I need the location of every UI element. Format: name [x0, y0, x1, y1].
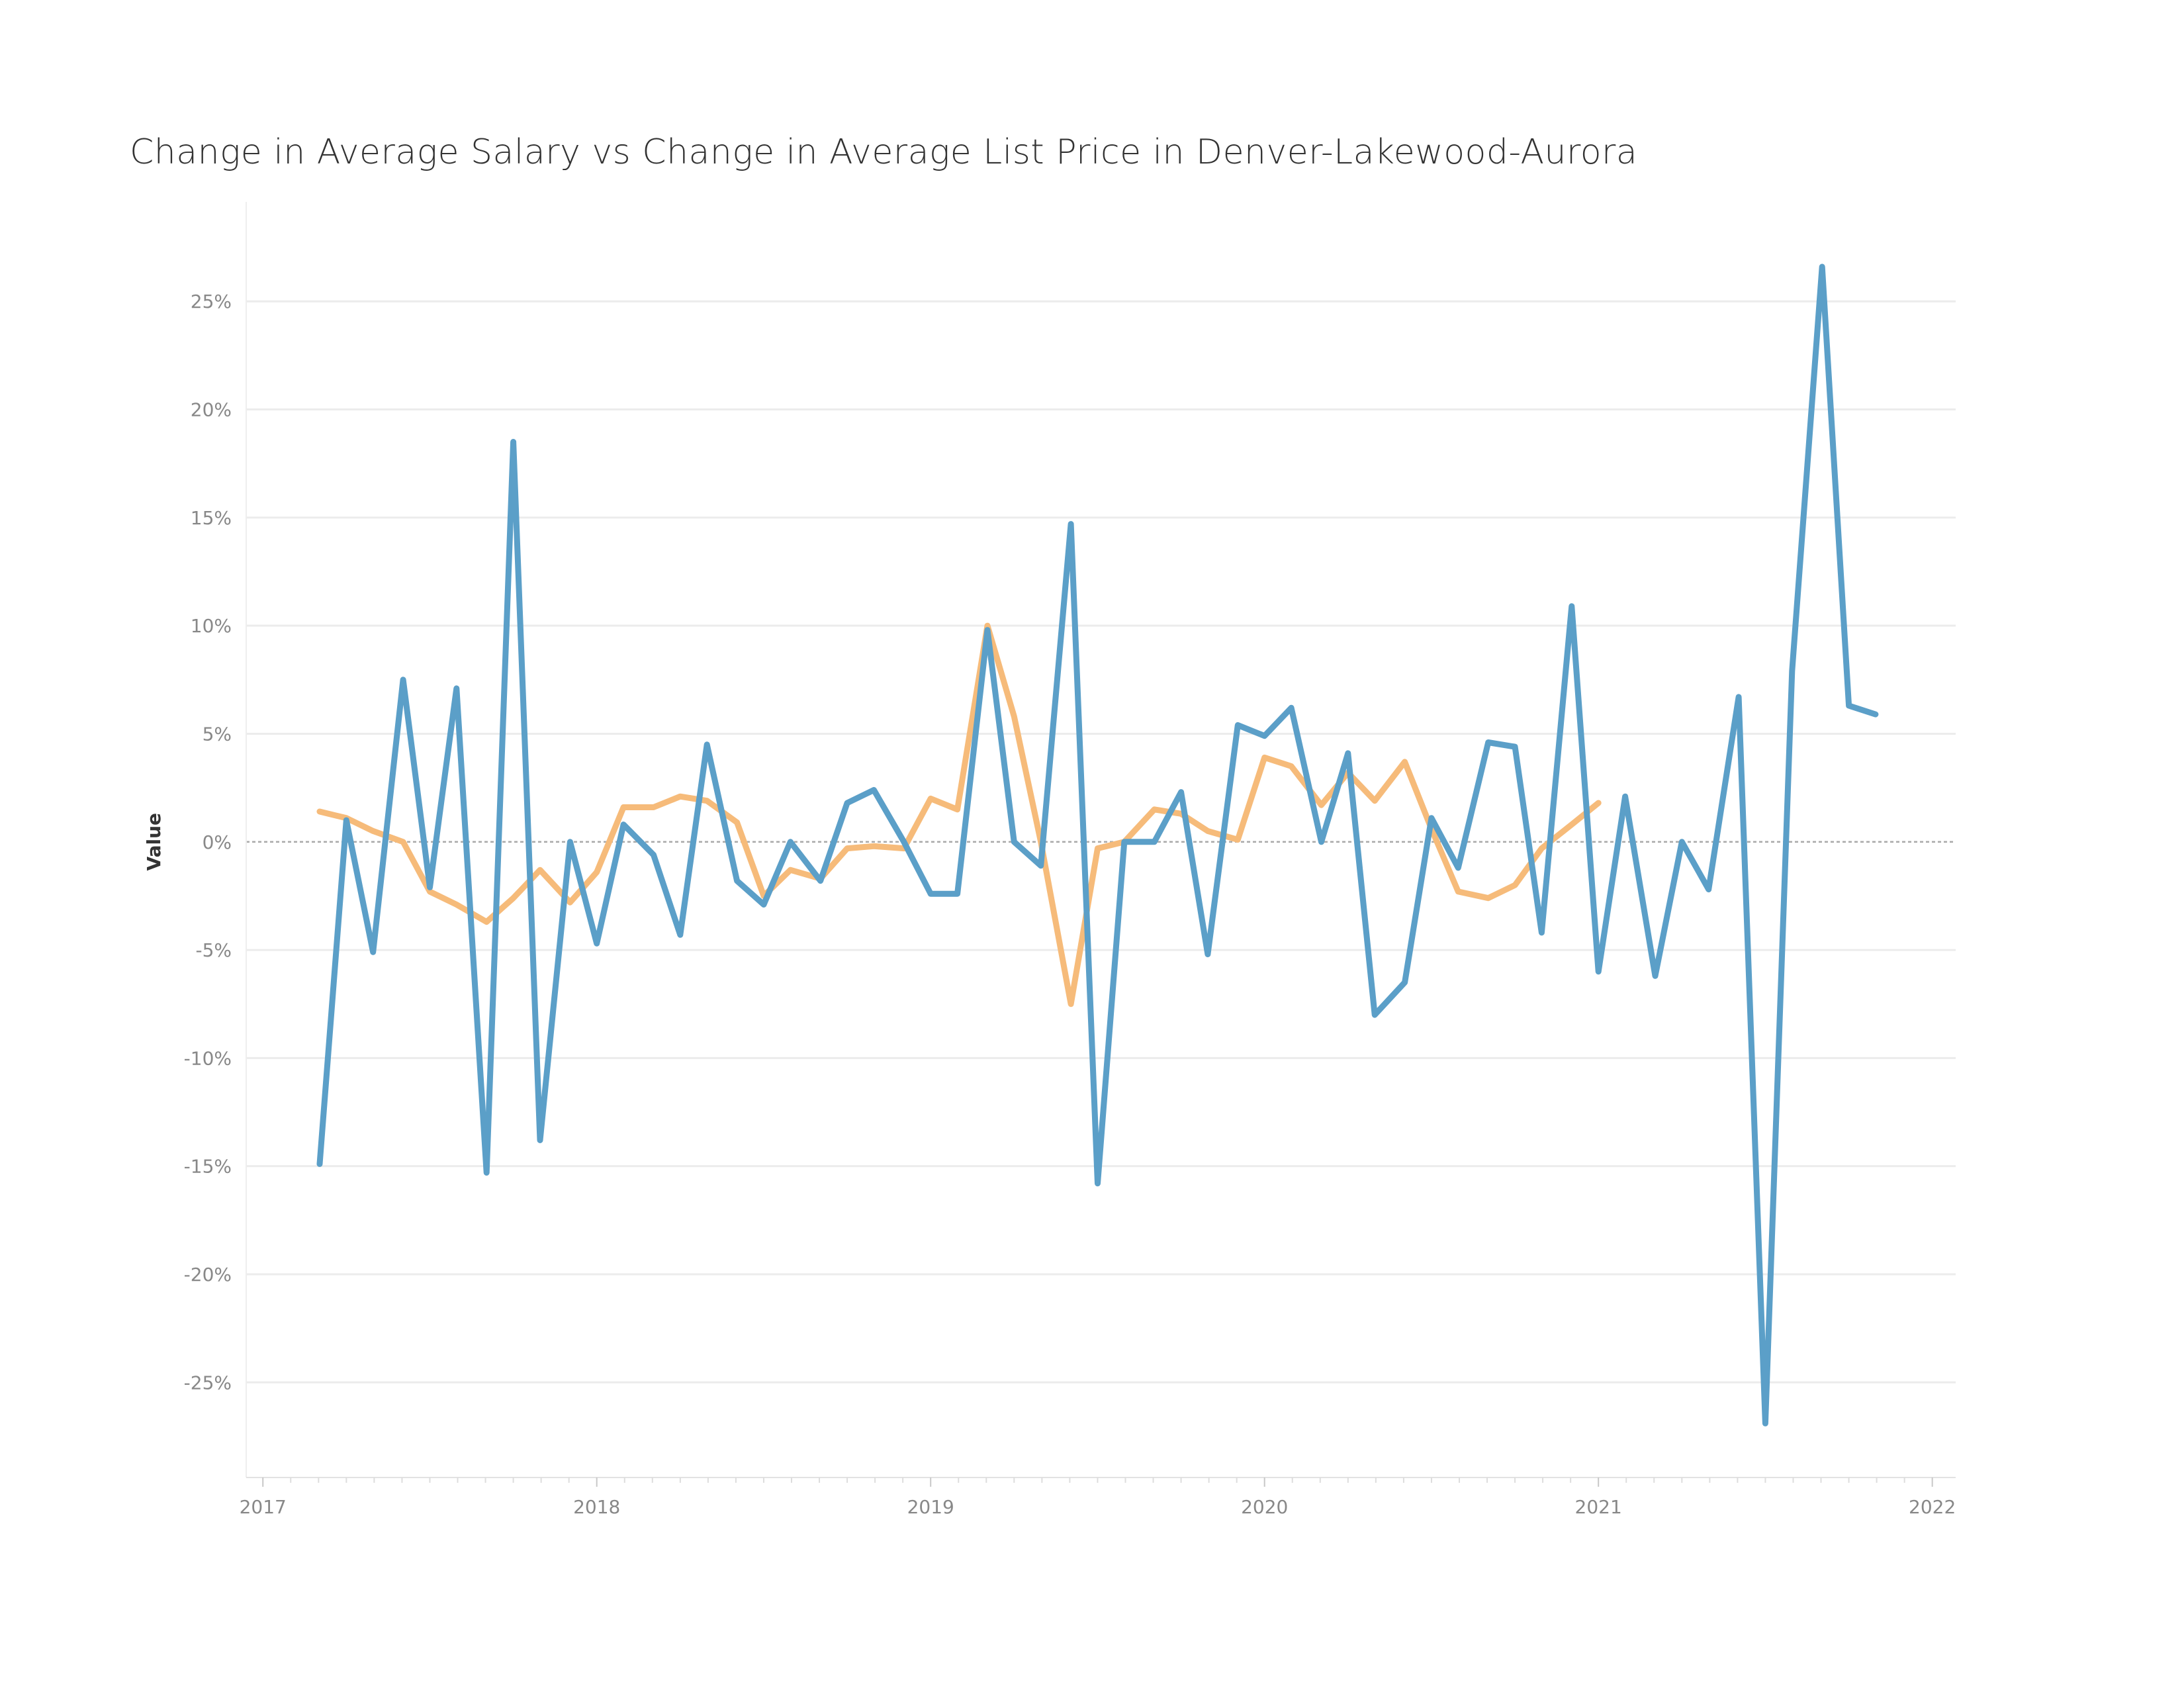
- y-tick-label: 0%: [203, 831, 232, 853]
- grid-lines: [246, 300, 1956, 1383]
- axes: [246, 202, 1956, 1487]
- y-tick-label: -15%: [184, 1156, 232, 1178]
- series-line-1: [316, 622, 1602, 1008]
- x-tick-label: 2020: [1241, 1496, 1288, 1518]
- y-tick-label: -10%: [184, 1047, 232, 1069]
- series-lines: [316, 263, 1879, 1427]
- x-tick-label: 2022: [1909, 1496, 1956, 1518]
- y-tick-label: 5%: [203, 723, 232, 745]
- y-axis-label: Value: [143, 813, 165, 871]
- x-tick-label: 2018: [573, 1496, 620, 1518]
- y-tick-label: 15%: [191, 507, 232, 529]
- x-tick-label: 2021: [1575, 1496, 1622, 1518]
- y-tick-label: 20%: [191, 399, 232, 421]
- y-tick-label: 25%: [191, 291, 232, 312]
- x-tick-label: 2017: [240, 1496, 287, 1518]
- y-tick-label: -5%: [195, 939, 232, 961]
- x-tick-label: 2019: [907, 1496, 954, 1518]
- tick-labels: -25% -20% -15% -10% -5% 0% 5% 10% 15% 20% 25% 2017 2…: [143, 291, 1956, 1518]
- chart-title: Change in Average Salary vs Change in Av…: [130, 132, 1638, 172]
- y-tick-label: -20%: [184, 1264, 232, 1286]
- series-line-0: [316, 263, 1879, 1427]
- y-tick-label: -25%: [184, 1372, 232, 1393]
- y-tick-label: 10%: [191, 615, 232, 637]
